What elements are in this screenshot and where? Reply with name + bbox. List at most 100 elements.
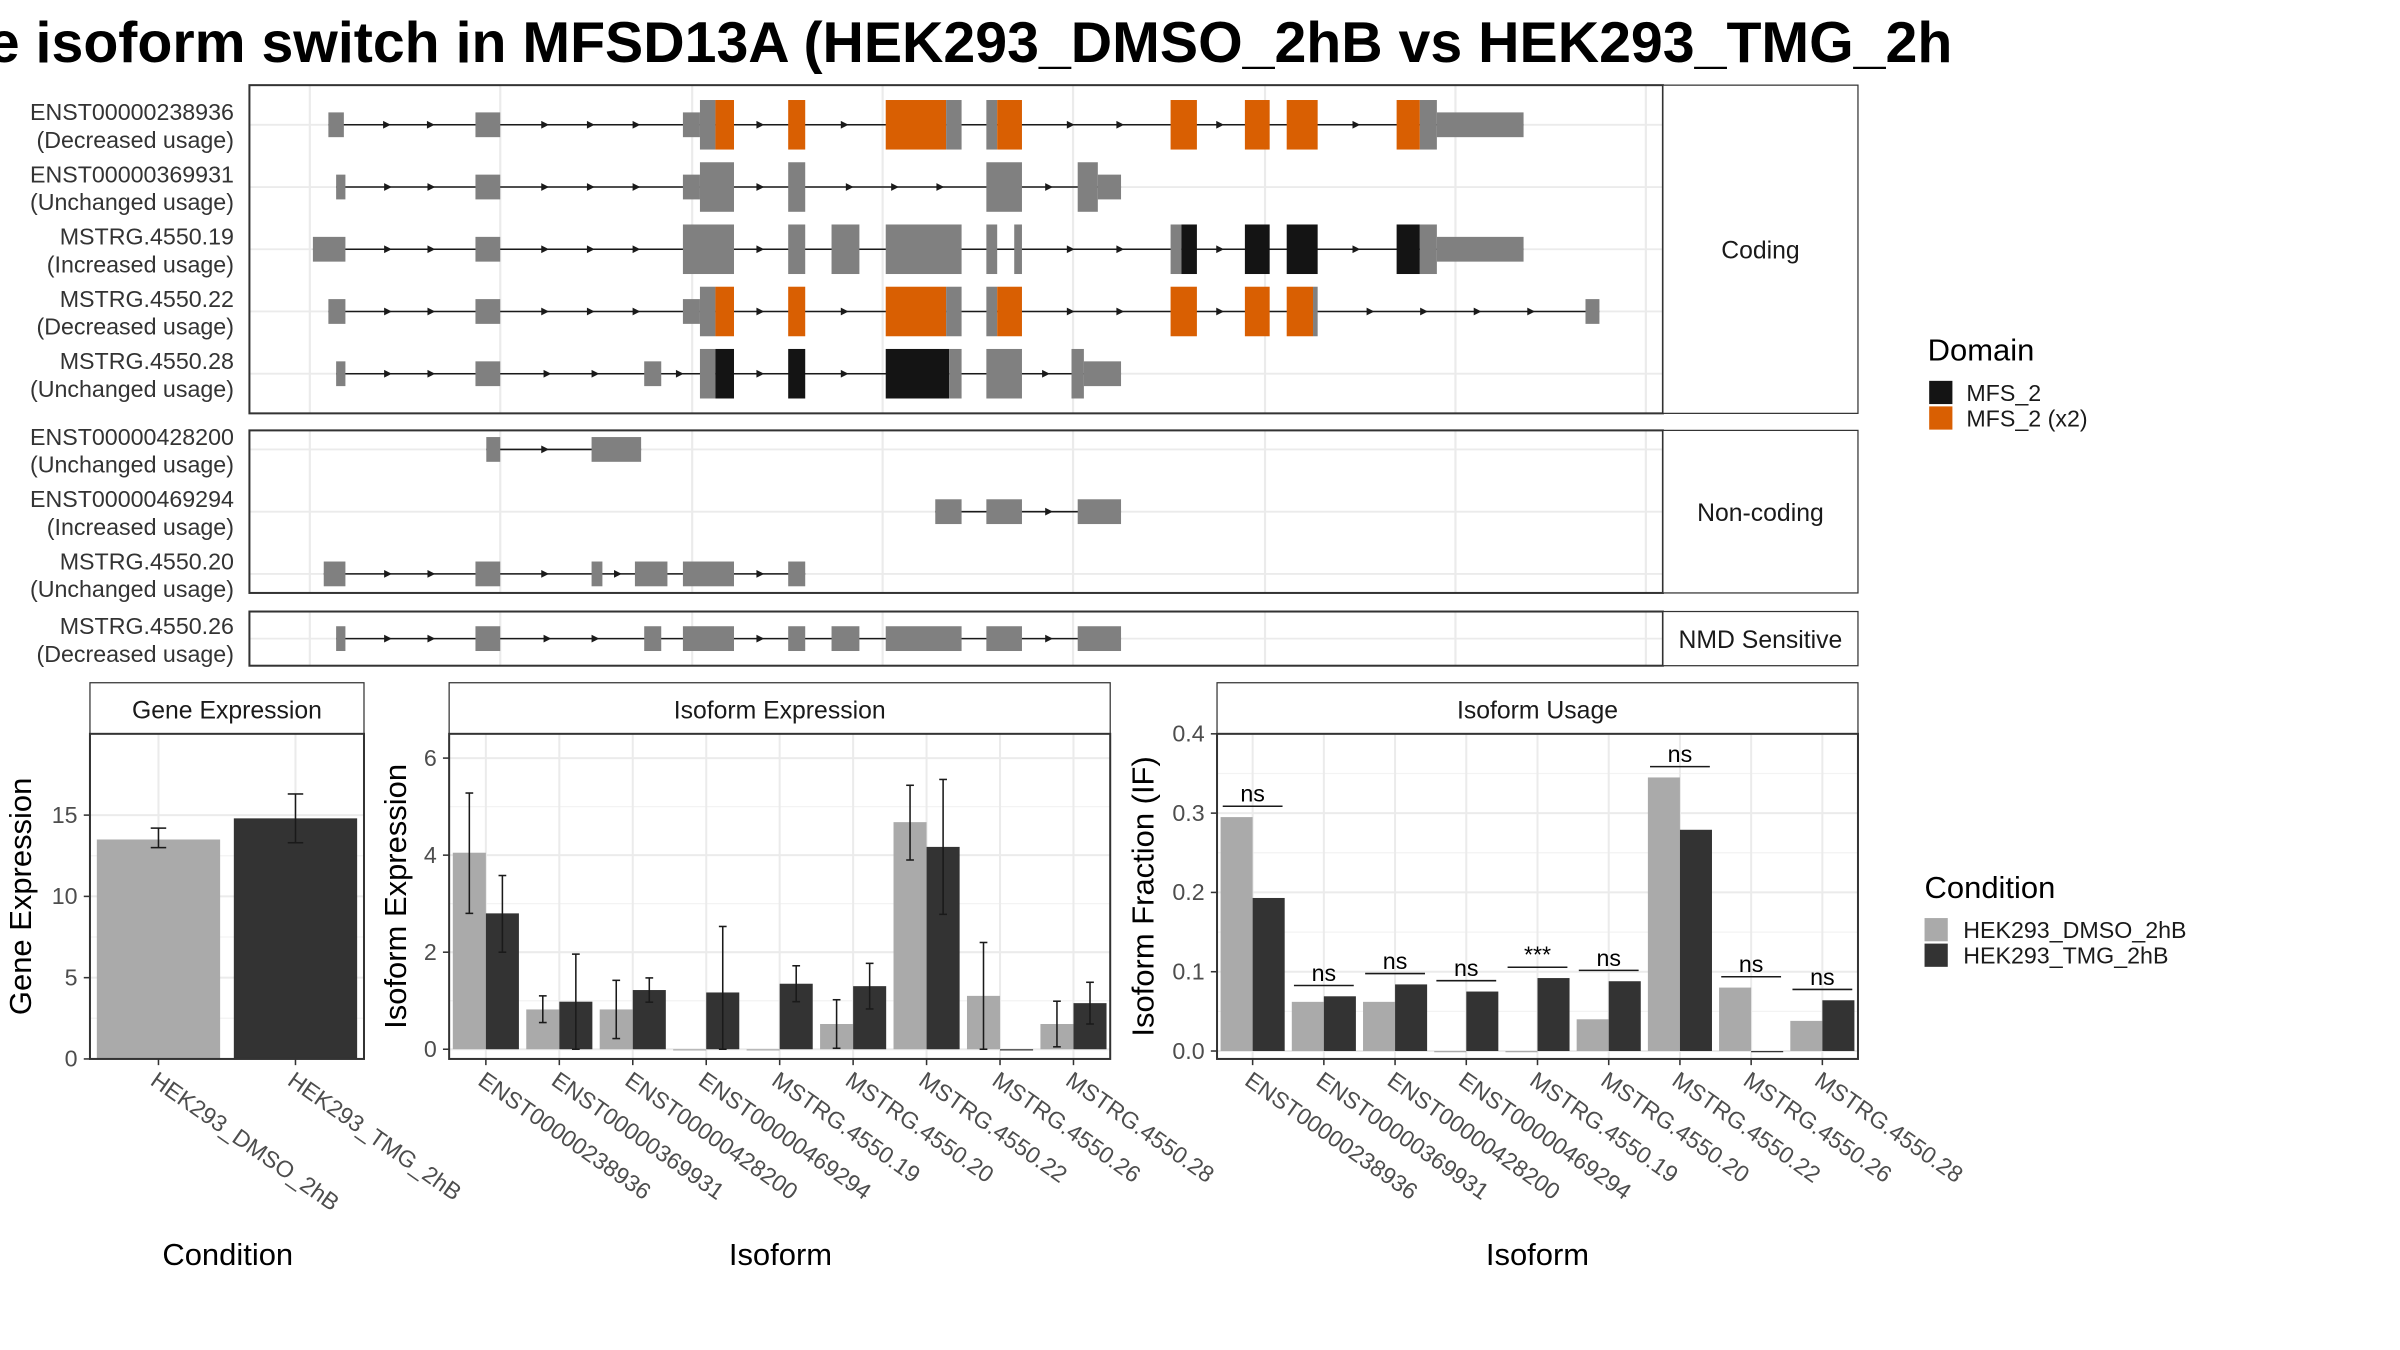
- strand-arrow-icon: [384, 570, 392, 578]
- strand-arrow-icon: [756, 369, 765, 378]
- exon-block: [1436, 236, 1524, 262]
- strand-arrow-icon: [840, 369, 849, 378]
- strand-arrow-icon: [1420, 307, 1428, 316]
- domain-mfs2-x2-block: [1396, 100, 1420, 150]
- isoform-track-ENST00000469294: [935, 499, 1122, 525]
- significance-label: ns: [1810, 964, 1835, 990]
- domain-mfs2-x2-block: [1170, 286, 1197, 337]
- strand-arrow-icon: [586, 245, 595, 254]
- domain-mfs2-x2-block: [1170, 100, 1197, 150]
- isoform-label-ENST00000469294: ENST00000469294: [30, 486, 234, 512]
- exon-block: [885, 626, 962, 652]
- condition-legend-label: HEK293_DMSO_2hB: [1963, 917, 2186, 943]
- strand-arrow-icon: [384, 245, 392, 254]
- bar: [1220, 817, 1253, 1052]
- exon-block: [1071, 348, 1084, 399]
- bar: [746, 1049, 780, 1051]
- exon-block: [475, 299, 501, 324]
- exon-block: [986, 348, 1022, 399]
- strand-arrow-icon: [614, 570, 622, 578]
- exon-block: [475, 561, 501, 587]
- condition-legend-title: Condition: [1925, 870, 2056, 905]
- exon-block: [591, 437, 642, 462]
- domain-legend-title: Domain: [1928, 333, 2035, 368]
- y-tick-label: 15: [52, 802, 78, 828]
- exon-block: [682, 626, 735, 652]
- condition-legend-label: HEK293_TMG_2hB: [1963, 943, 2168, 969]
- exon-block: [788, 561, 806, 587]
- significance-label: ns: [1240, 781, 1265, 807]
- facet-strip: [1662, 610, 1859, 667]
- domain-mfs2-x2-block: [1286, 286, 1314, 337]
- bar: [1323, 996, 1356, 1052]
- exon-block: [644, 626, 662, 652]
- exon-block: [1419, 224, 1437, 275]
- exon-block: [475, 626, 501, 652]
- strand-arrow-icon: [541, 307, 549, 316]
- bar: [1363, 1001, 1396, 1052]
- significance-label: ***: [1524, 942, 1551, 968]
- domain-legend-label: MFS_2: [1966, 380, 2041, 406]
- exon-block: [1097, 174, 1122, 200]
- isoform-usage-label: (Increased usage): [47, 251, 234, 277]
- y-tick-label: 0.1: [1172, 958, 1204, 984]
- exon-block: [1014, 224, 1022, 275]
- isoform-label-MSTRG.4550.20: MSTRG.4550.20: [60, 548, 234, 574]
- isoform-track-MSTRG.4550.19: [312, 224, 1524, 275]
- strand-arrow-icon: [840, 307, 849, 316]
- strand-arrow-icon: [1527, 307, 1536, 316]
- strand-arrow-icon: [632, 245, 641, 254]
- bar: [1719, 987, 1752, 1052]
- strand-arrow-icon: [632, 183, 641, 191]
- strand-arrow-icon: [840, 120, 849, 129]
- strand-arrow-icon: [1366, 307, 1375, 316]
- exon-block: [682, 224, 735, 275]
- exon-block: [336, 174, 346, 200]
- isoform-label-ENST00000369931: ENST00000369931: [30, 161, 234, 187]
- exon-block: [935, 499, 962, 525]
- domain-mfs2-x2-block: [715, 100, 735, 150]
- y-tick-label: 0.2: [1172, 879, 1204, 905]
- domain-mfs2-block: [1286, 224, 1318, 275]
- exon-block: [1419, 100, 1437, 150]
- exon-block: [1313, 286, 1318, 337]
- bar: [1537, 978, 1570, 1052]
- strand-arrow-icon: [1116, 120, 1125, 129]
- structure-group-coding: Coding: [248, 84, 1859, 415]
- facet-strip-label: Coding: [1721, 238, 1799, 265]
- exon-block: [336, 361, 346, 387]
- significance-label: ns: [1312, 960, 1337, 986]
- isoform-usage-label: (Decreased usage): [36, 127, 233, 153]
- isoform-usage-label: (Increased usage): [47, 514, 234, 540]
- domain-mfs2-x2-block: [1244, 100, 1270, 150]
- chart-title: Isoform Expression: [674, 697, 886, 724]
- y-tick-label: 4: [424, 842, 437, 868]
- exon-block: [946, 286, 962, 337]
- isoform-usage-label: (Unchanged usage): [30, 452, 234, 478]
- significance-label: ns: [1454, 955, 1479, 981]
- strand-arrow-icon: [384, 183, 392, 191]
- exon-block: [486, 437, 501, 462]
- bar: [1790, 1020, 1823, 1052]
- isoform-label-MSTRG.4550.26: MSTRG.4550.26: [60, 613, 234, 639]
- domain-mfs2-x2-block: [715, 286, 735, 337]
- facet-strip: [1662, 84, 1859, 414]
- exon-block: [946, 100, 962, 150]
- exon-block: [949, 348, 962, 399]
- strand-arrow-icon: [384, 307, 392, 316]
- strand-arrow-icon: [675, 369, 684, 378]
- plot-border: [448, 732, 1112, 1060]
- significance-label: ns: [1596, 945, 1621, 971]
- bar: [1608, 981, 1641, 1052]
- isoform-track-MSTRG.4550.20: [323, 561, 806, 587]
- exon-block: [986, 224, 998, 275]
- chart-title: Isoform Usage: [1457, 697, 1618, 724]
- strand-arrow-icon: [756, 307, 765, 316]
- x-axis-title: Isoform: [729, 1237, 832, 1272]
- domain-mfs2-x2-block: [788, 286, 806, 337]
- exon-block: [699, 348, 716, 399]
- bar: [1505, 1051, 1538, 1053]
- strand-arrow-icon: [1045, 507, 1053, 516]
